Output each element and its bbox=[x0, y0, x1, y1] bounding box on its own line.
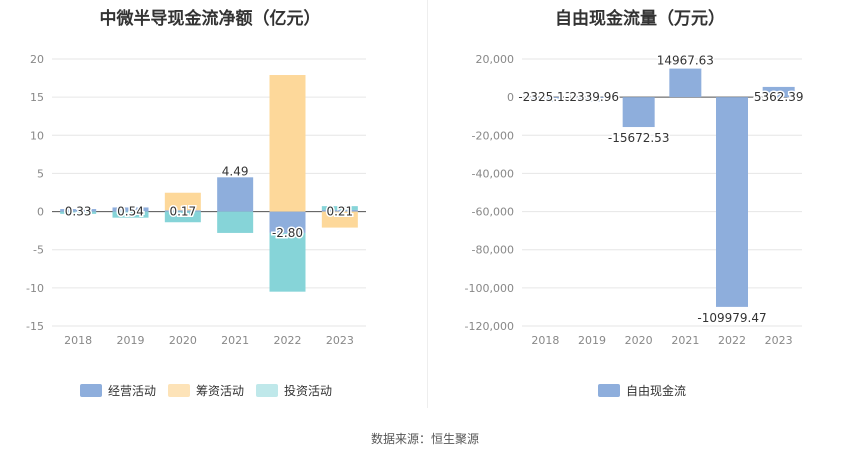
legend-label-free-cash-flow: 自由现金流 bbox=[626, 384, 687, 398]
y-tick-label: -5 bbox=[33, 244, 44, 257]
y-tick-label: -40,000 bbox=[472, 167, 514, 180]
bar-2-2018 bbox=[60, 211, 97, 214]
bar-0-2023 bbox=[762, 86, 795, 98]
bar-2-2019 bbox=[112, 211, 149, 218]
y-tick-label: -60,000 bbox=[472, 206, 514, 219]
legend-swatch-operating bbox=[80, 384, 102, 397]
x-tick-label: 2023 bbox=[326, 334, 354, 347]
bar-0-2019 bbox=[112, 207, 149, 212]
x-tick-label: 2021 bbox=[221, 334, 249, 347]
y-tick-label: -120,000 bbox=[465, 320, 514, 333]
data-label: 0.21 bbox=[326, 205, 353, 219]
legend-swatch-free-cash-flow bbox=[598, 384, 620, 397]
bar-0-2019 bbox=[576, 97, 608, 102]
legend-label-investing: 投资活动 bbox=[284, 384, 333, 398]
y-tick-label: -80,000 bbox=[472, 244, 514, 257]
data-label: 0.33 bbox=[65, 205, 92, 219]
legend-swatch-investing bbox=[256, 384, 279, 397]
bar-0-2018 bbox=[60, 209, 97, 212]
y-tick-label: 0 bbox=[37, 206, 44, 219]
bar-0-2020 bbox=[622, 97, 655, 128]
legend-item-investing[interactable]: 投资活动 bbox=[256, 382, 332, 399]
data-label: 5362.39 bbox=[754, 90, 804, 104]
y-tick-label: 5 bbox=[37, 167, 44, 180]
data-label: -2.80 bbox=[272, 226, 303, 240]
bar-2-2022 bbox=[269, 232, 306, 292]
y-tick-label: -20,000 bbox=[472, 129, 514, 142]
bar-0-2022 bbox=[716, 97, 748, 307]
bar-2-2021 bbox=[217, 211, 254, 233]
legend-label-operating: 经营活动 bbox=[108, 384, 157, 398]
legend-item-free-cash-flow[interactable]: 自由现金流 bbox=[598, 382, 686, 399]
bar-0-2021 bbox=[217, 177, 254, 212]
x-tick-label: 2018 bbox=[64, 334, 92, 347]
panel-divider bbox=[427, 0, 428, 408]
bar-0-2022 bbox=[269, 211, 306, 233]
data-label: 0.54 bbox=[117, 205, 144, 219]
free-cash-flow-chart: -120,000 -100,000 -80,000 -60,000 -40,000 -20… bbox=[465, 52, 805, 347]
data-label: -2339.96 bbox=[565, 90, 619, 104]
y-tick-label: 20,000 bbox=[476, 53, 515, 66]
data-label: 0.17 bbox=[169, 205, 196, 219]
x-tick-label: 2018 bbox=[531, 334, 559, 347]
y-tick-label: -15 bbox=[26, 320, 44, 333]
y-tick-label: 20 bbox=[30, 53, 44, 66]
bar-2-2023 bbox=[321, 206, 358, 210]
bar-2-2020 bbox=[164, 211, 201, 223]
y-tick-label: -10 bbox=[26, 282, 44, 295]
x-tick-label: 2021 bbox=[671, 334, 699, 347]
legend-item-financing[interactable]: 筹资活动 bbox=[168, 382, 244, 399]
data-label: 4.49 bbox=[222, 164, 249, 178]
y-tick-label: 10 bbox=[30, 129, 44, 142]
y-tick-label: 0 bbox=[507, 91, 514, 104]
data-label: -15672.53 bbox=[608, 131, 670, 145]
legend-swatch-financing bbox=[168, 384, 191, 397]
bar-1-2023 bbox=[321, 211, 358, 228]
bar-0-2020 bbox=[164, 210, 201, 212]
x-tick-label: 2022 bbox=[718, 334, 746, 347]
bar-1-2020 bbox=[164, 192, 201, 211]
x-tick-label: 2019 bbox=[578, 334, 606, 347]
legend-left: 经营活动 筹资活动 投资活动 bbox=[80, 382, 344, 399]
x-tick-label: 2020 bbox=[169, 334, 197, 347]
x-tick-label: 2023 bbox=[765, 334, 793, 347]
x-tick-label: 2022 bbox=[274, 334, 302, 347]
legend-item-operating[interactable]: 经营活动 bbox=[80, 382, 156, 399]
data-label: -2325.13 bbox=[518, 90, 572, 104]
x-tick-label: 2019 bbox=[117, 334, 145, 347]
bar-0-2021 bbox=[669, 68, 702, 98]
data-source: 数据来源：恒生聚源 bbox=[370, 432, 479, 446]
legend-label-financing: 筹资活动 bbox=[196, 384, 245, 398]
bar-0-2023 bbox=[321, 209, 358, 212]
bar-0-2018 bbox=[529, 97, 562, 102]
chart-title-right: 自由现金流量（万元） bbox=[555, 9, 725, 29]
y-tick-label: 15 bbox=[30, 91, 44, 104]
legend-right: 自由现金流 bbox=[598, 382, 698, 399]
y-tick-label: -100,000 bbox=[465, 282, 514, 295]
data-label: -109979.47 bbox=[697, 311, 766, 325]
data-label: 14967.63 bbox=[657, 54, 714, 68]
cash-flow-chart: -15 -10 -5 0 5 10 15 20 2018 2019 2020 2021 2022 2023… bbox=[26, 53, 366, 347]
x-tick-label: 2020 bbox=[625, 334, 653, 347]
chart-title-left: 中微半导现金流净额（亿元） bbox=[99, 9, 321, 29]
bar-1-2022 bbox=[269, 75, 306, 212]
